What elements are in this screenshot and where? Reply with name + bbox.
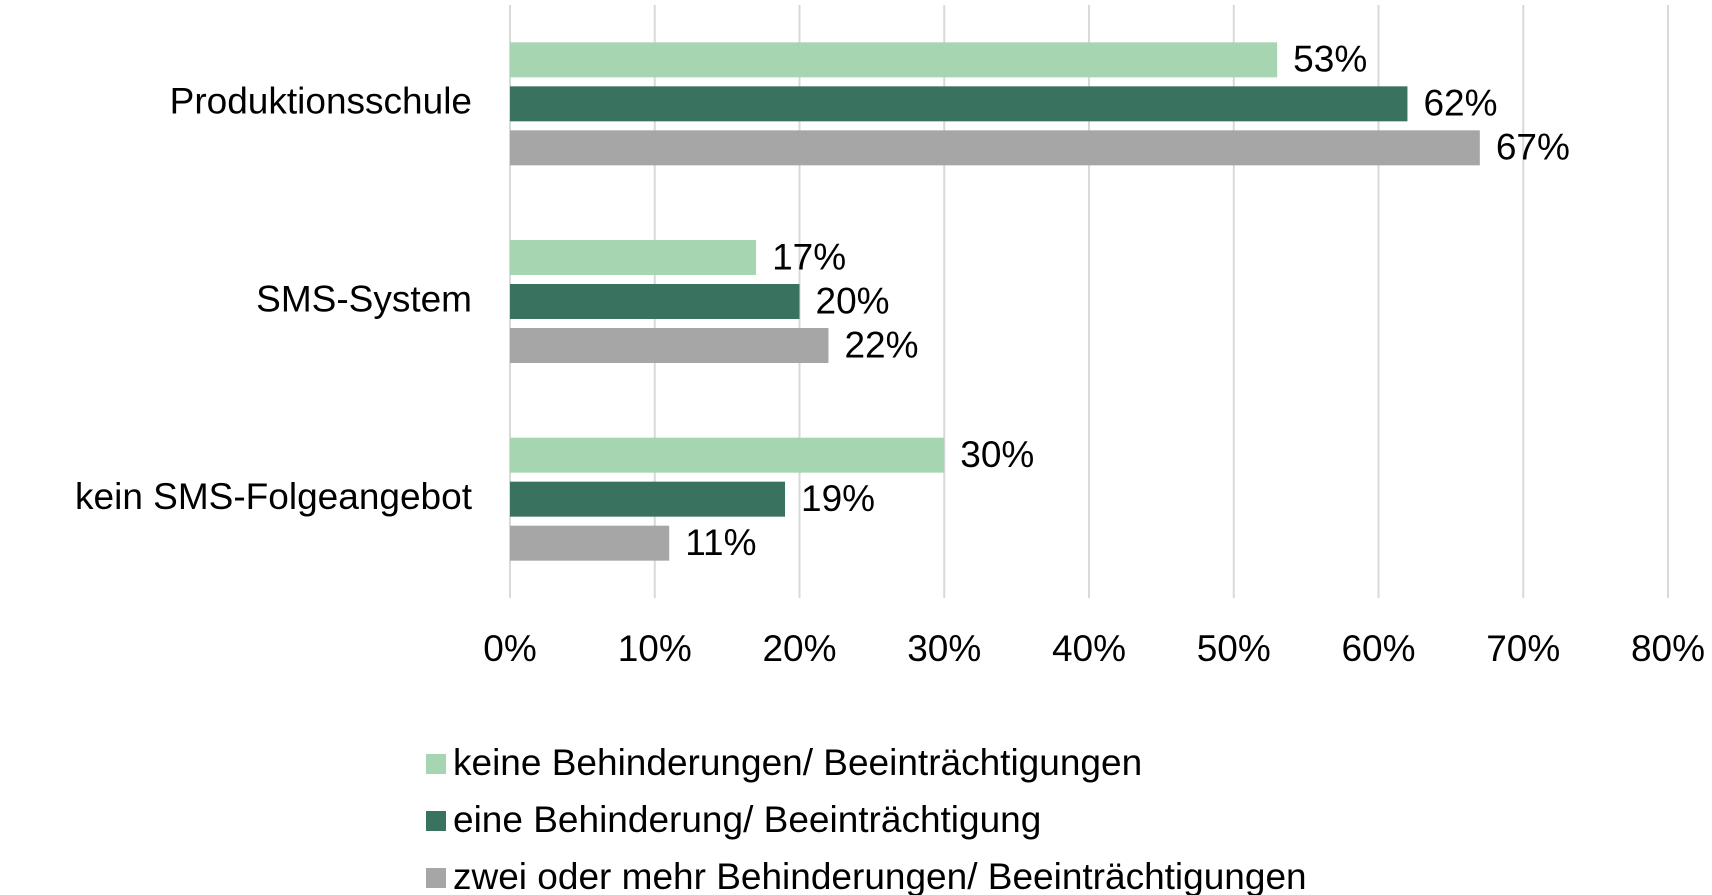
legend-swatch [426, 754, 446, 774]
data-label: 22% [844, 324, 918, 365]
x-tick-label: 40% [1052, 628, 1126, 669]
x-tick-label: 50% [1197, 628, 1271, 669]
bar [510, 284, 800, 319]
data-label: 62% [1423, 83, 1497, 124]
data-label: 19% [801, 478, 875, 519]
x-tick-label: 0% [483, 628, 536, 669]
legend-label: zwei oder mehr Behinderungen/ Beeinträch… [453, 856, 1307, 895]
legend-label: eine Behinderung/ Beeinträchtigung [453, 799, 1041, 840]
data-label: 11% [685, 522, 756, 563]
legend-swatch [426, 811, 446, 831]
bar [510, 525, 670, 561]
x-tick-label: 30% [907, 628, 981, 669]
legend-swatch [426, 868, 446, 888]
bar [510, 42, 1278, 78]
bar [510, 328, 829, 363]
bar [510, 481, 786, 517]
bar [510, 86, 1408, 122]
data-label: 20% [816, 280, 890, 321]
x-tick-label: 20% [762, 628, 836, 669]
data-label: 17% [772, 236, 846, 277]
x-tick-label: 80% [1631, 628, 1705, 669]
bar [510, 437, 945, 473]
legend-label: keine Behinderungen/ Beeinträchtigungen [453, 742, 1142, 783]
x-tick-label: 10% [618, 628, 692, 669]
y-tick-label: kein SMS-Folgeangebot [75, 476, 473, 517]
bar [510, 240, 757, 275]
y-tick-label: SMS-System [256, 278, 472, 319]
bar [510, 130, 1480, 166]
x-tick-label: 60% [1341, 628, 1415, 669]
x-tick-label: 70% [1486, 628, 1560, 669]
y-tick-label: Produktionsschule [170, 81, 472, 122]
data-label: 67% [1496, 127, 1570, 168]
data-label: 53% [1293, 39, 1367, 80]
data-label: 30% [960, 434, 1034, 475]
